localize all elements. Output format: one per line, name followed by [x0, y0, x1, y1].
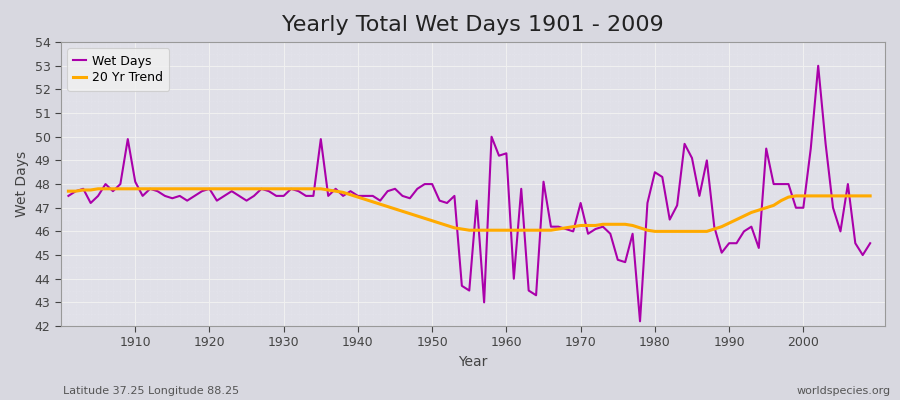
Title: Yearly Total Wet Days 1901 - 2009: Yearly Total Wet Days 1901 - 2009: [282, 15, 664, 35]
20 Yr Trend: [130, 186, 140, 191]
Wet Days: [330, 186, 341, 191]
X-axis label: Year: Year: [458, 355, 488, 369]
Legend: Wet Days, 20 Yr Trend: Wet Days, 20 Yr Trend: [68, 48, 169, 91]
20 Yr Trend: [63, 189, 74, 194]
20 Yr Trend: [598, 222, 608, 227]
Wet Days: [634, 319, 645, 324]
Wet Days: [590, 227, 601, 232]
Line: Wet Days: Wet Days: [68, 66, 870, 321]
20 Yr Trend: [650, 229, 661, 234]
Wet Days: [813, 63, 824, 68]
Wet Days: [865, 241, 876, 246]
Wet Days: [285, 186, 296, 191]
20 Yr Trend: [865, 194, 876, 198]
Wet Days: [501, 151, 512, 156]
Wet Days: [122, 137, 133, 142]
Y-axis label: Wet Days: Wet Days: [15, 151, 29, 217]
Line: 20 Yr Trend: 20 Yr Trend: [68, 189, 870, 231]
20 Yr Trend: [293, 186, 304, 191]
20 Yr Trend: [501, 228, 512, 233]
Text: worldspecies.org: worldspecies.org: [796, 386, 891, 396]
20 Yr Trend: [508, 228, 519, 233]
20 Yr Trend: [93, 186, 104, 191]
Wet Days: [493, 153, 504, 158]
Wet Days: [63, 194, 74, 198]
Text: Latitude 37.25 Longitude 88.25: Latitude 37.25 Longitude 88.25: [63, 386, 239, 396]
20 Yr Trend: [338, 190, 348, 195]
